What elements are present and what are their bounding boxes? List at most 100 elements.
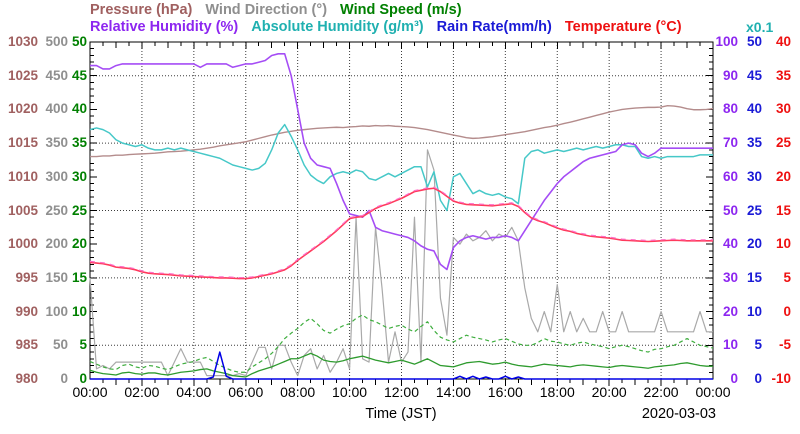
axis-label-rain-rate: 5 — [754, 337, 762, 353]
legend-item-absolute-humidity: Absolute Humidity (g/m³) — [251, 19, 424, 35]
axis-label-relative-humidity: 60 — [722, 168, 738, 184]
axis-label-pressure: 1030 — [7, 34, 38, 49]
axis-label-relative-humidity: 80 — [722, 101, 738, 117]
x-tick-label: 08:00 — [280, 384, 316, 400]
series-temperature — [89, 187, 713, 280]
axis-label-rain-rate: 30 — [746, 168, 762, 184]
axis-label-wind-speed: 40 — [71, 101, 87, 117]
x-tick-label: 18:00 — [539, 384, 575, 400]
axis-label-pressure: 1010 — [7, 168, 38, 184]
axis-label-rain-rate: 10 — [746, 303, 762, 319]
legend-item-pressure: Pressure (hPa) — [90, 2, 193, 18]
legend-item-wind-direction: Wind Direction (°) — [205, 2, 328, 18]
axis-label-temperature: 20 — [775, 168, 791, 184]
x-tick-label: 06:00 — [228, 384, 264, 400]
series-relative-humidity — [90, 52, 713, 271]
axis-label-wind-speed: 10 — [71, 303, 87, 319]
series-wind-speed — [89, 352, 713, 378]
legend-item-rain-rate: Rain Rate(mm/h) — [436, 19, 552, 35]
axis-label-rain-rate: 0 — [754, 371, 762, 386]
axis-label-pressure: 1000 — [7, 236, 38, 252]
axis-label-wind-speed: 20 — [71, 236, 87, 252]
axis-label-wind-speed: 35 — [71, 135, 87, 151]
axis-label-temperature: -5 — [778, 337, 791, 353]
axis-label-temperature: 35 — [775, 67, 791, 83]
legend-row-2: Relative Humidity (%) Absolute Humidity (… — [90, 19, 695, 35]
x-tick-label: 00:00 — [72, 384, 108, 400]
axis-label-temperature: -10 — [771, 371, 791, 386]
axis-label-relative-humidity: 100 — [715, 34, 738, 49]
axis-label-pressure: 1015 — [7, 135, 38, 151]
axis-label-temperature: 10 — [775, 236, 791, 252]
axis-label-rain-rate: 15 — [746, 269, 762, 285]
axis-label-temperature: 0 — [783, 303, 791, 319]
legend-item-wind-speed: Wind Speed (m/s) — [340, 2, 462, 18]
axis-label-relative-humidity: 20 — [722, 303, 738, 319]
x-tick-label: 10:00 — [332, 384, 368, 400]
series-pressure — [90, 104, 714, 158]
axis-label-wind-direction: 200 — [45, 236, 68, 252]
series-absolute-humidity — [89, 123, 713, 212]
axis-label-relative-humidity: 50 — [722, 202, 738, 218]
axis-label-rain-rate: 45 — [746, 67, 762, 83]
axis-label-wind-direction: 350 — [45, 135, 68, 151]
axis-label-rain-rate: 25 — [746, 202, 762, 218]
axis-label-pressure: 980 — [15, 371, 38, 386]
axis-label-pressure: 1020 — [7, 101, 38, 117]
axis-label-temperature: 5 — [783, 269, 791, 285]
axis-label-wind-direction: 300 — [45, 168, 68, 184]
legend-item-relative-humidity: Relative Humidity (%) — [90, 19, 239, 35]
axis-label-wind-direction: 100 — [45, 303, 68, 319]
x-tick-label: 00:00 — [695, 384, 731, 400]
x-tick-label: 16:00 — [487, 384, 523, 400]
axis-label-pressure: 990 — [15, 303, 38, 319]
axis-label-relative-humidity: 0 — [730, 371, 738, 386]
axis-label-wind-speed: 30 — [71, 168, 87, 184]
axis-label-relative-humidity: 90 — [722, 67, 738, 83]
axis-label-pressure: 1005 — [7, 202, 38, 218]
axis-label-rain-rate: 40 — [746, 101, 762, 117]
axis-label-wind-direction: 0 — [60, 371, 68, 386]
axis-label-temperature: 15 — [775, 202, 791, 218]
axis-label-wind-speed: 5 — [79, 337, 87, 353]
x-tick-label: 22:00 — [643, 384, 679, 400]
x-tick-label: 12:00 — [383, 384, 420, 400]
axis-label-relative-humidity: 70 — [722, 135, 738, 151]
axis-label-wind-speed: 50 — [71, 34, 87, 49]
axis-label-pressure: 995 — [15, 269, 38, 285]
axis-label-wind-direction: 400 — [45, 101, 68, 117]
chart-date: 2020-03-03 — [641, 406, 716, 422]
axis-label-wind-speed: 0 — [79, 371, 87, 386]
axis-label-wind-direction: 250 — [45, 202, 68, 218]
x-tick-label: 14:00 — [435, 384, 471, 400]
x-tick-label: 20:00 — [591, 384, 627, 400]
axis-label-wind-direction: 500 — [45, 34, 68, 49]
axis-label-temperature: 40 — [775, 34, 791, 49]
x-tick-label: 02:00 — [124, 384, 160, 400]
axis-label-relative-humidity: 30 — [722, 269, 738, 285]
axis-label-temperature: 25 — [775, 135, 791, 151]
axis-label-rain-rate: 50 — [746, 34, 762, 49]
axis-label-wind-speed: 25 — [71, 202, 87, 218]
axis-label-rain-rate: 35 — [746, 135, 762, 151]
axis-label-relative-humidity: 10 — [722, 337, 738, 353]
axis-label-wind-speed: 45 — [71, 67, 87, 83]
series-rain-rate — [90, 351, 713, 380]
axis-label-pressure: 985 — [15, 337, 38, 353]
axis-label-pressure: 1025 — [7, 67, 38, 83]
legend-row-1: Pressure (hPa) Wind Direction (°) Wind Spe… — [90, 2, 475, 18]
series-wind-direction — [89, 149, 713, 377]
axis-label-temperature: 30 — [775, 101, 791, 117]
axis-label-wind-speed: 15 — [71, 269, 87, 285]
axis-label-wind-direction: 50 — [52, 337, 68, 353]
axis-label-wind-direction: 450 — [45, 67, 68, 83]
axis-label-wind-direction: 150 — [45, 269, 68, 285]
axis-label-relative-humidity: 40 — [722, 236, 738, 252]
legend-item-temperature: Temperature (°C) — [564, 19, 682, 35]
x-tick-label: 04:00 — [176, 384, 212, 400]
axis-label-rain-rate: 20 — [746, 236, 762, 252]
x-axis-title: Time (JST) — [365, 406, 437, 422]
scale-note: x0.1 — [746, 19, 774, 35]
